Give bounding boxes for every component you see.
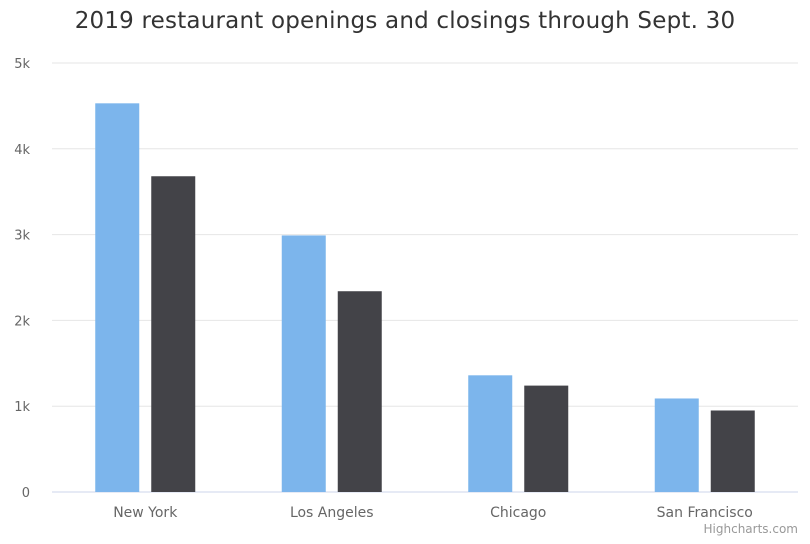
bar-series-1 — [654, 398, 699, 492]
y-tick-label: 2k — [14, 314, 30, 329]
bar-series-2 — [524, 385, 569, 492]
y-tick-label: 3k — [14, 229, 30, 244]
credits-link[interactable]: Highcharts.com — [703, 522, 798, 536]
bar-series-2 — [337, 291, 382, 492]
y-tick-label: 1k — [14, 400, 30, 415]
bar-series-2 — [710, 410, 755, 492]
y-tick-label: 5k — [14, 57, 30, 72]
chart-title: 2019 restaurant openings and closings th… — [74, 8, 736, 34]
bar-series-2 — [151, 176, 196, 493]
bar-series-1 — [281, 235, 326, 492]
x-tick-label: San Francisco — [657, 505, 753, 521]
bar-series-1 — [468, 375, 513, 492]
bar-series-1 — [95, 103, 140, 493]
x-tick-label: Los Angeles — [290, 505, 374, 521]
x-tick-label: New York — [113, 505, 178, 521]
x-tick-label: Chicago — [490, 505, 546, 521]
y-tick-label: 0 — [22, 486, 30, 501]
y-tick-label: 4k — [14, 143, 30, 158]
